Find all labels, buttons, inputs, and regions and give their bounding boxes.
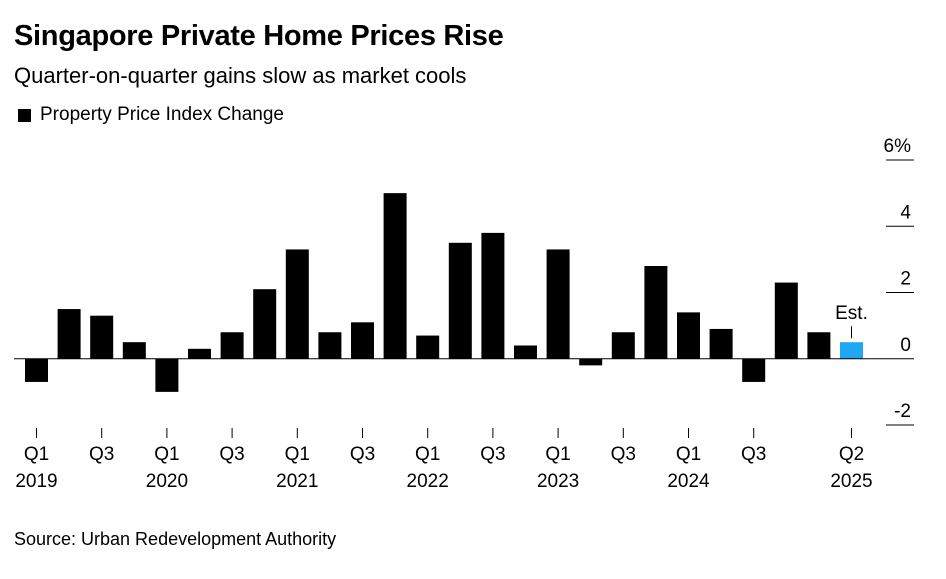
source-note: Source: Urban Redevelopment Authority [14,529,337,549]
bar [285,249,309,359]
y-tick-label: 0 [900,335,911,356]
x-tick-label-quarter: Q2 [839,444,864,465]
x-tick-label-quarter: Q1 [415,444,440,465]
bar [546,249,570,359]
x-tick-label-quarter: Q1 [676,444,701,465]
bar [644,266,668,359]
bar [90,315,114,359]
bar [155,358,179,392]
x-tick-label-year: 2022 [407,471,449,492]
bar [318,332,342,359]
bar [188,348,211,359]
y-tick-label: 4 [900,202,911,223]
bar [253,289,277,359]
bar [611,332,635,359]
bar [742,358,766,382]
x-tick-label-quarter: Q3 [350,444,375,465]
x-tick-label-quarter: Q3 [219,444,244,465]
legend-label: Property Price Index Change [40,104,284,125]
x-tick-label-quarter: Q1 [24,444,49,465]
bar [677,312,700,359]
bar [383,193,407,359]
x-tick-label-year: 2023 [537,471,579,492]
x-tick-label-year: 2024 [667,471,710,492]
x-tick-label-quarter: Q1 [154,444,179,465]
bar [579,358,603,366]
x-tick-label-quarter: Q3 [741,444,766,465]
bar [448,242,472,359]
x-tick-label-quarter: Q3 [611,444,636,465]
bar [514,345,537,359]
bar [220,332,244,359]
bar [416,335,440,359]
chart-title: Singapore Private Home Prices Rise [14,20,504,52]
bar [351,322,374,359]
y-tick-label: 2 [900,269,911,290]
bar [122,342,146,359]
x-tick-label-year: 2021 [276,471,318,492]
bar [481,232,505,359]
x-tick-label-quarter: Q3 [89,444,114,465]
x-tick-label-year: 2025 [830,471,872,492]
x-tick-label-quarter: Q3 [480,444,505,465]
y-tick-label: -2 [894,401,911,422]
legend: Property Price Index Change [18,104,284,126]
x-tick-label-year: 2019 [15,471,57,492]
y-tick-label: 6% [884,136,912,157]
legend-swatch [18,108,31,122]
bar [57,309,81,359]
x-tick-label-quarter: Q1 [545,444,570,465]
x-tick-label-quarter: Q1 [285,444,310,465]
chart-subtitle: Quarter-on-quarter gains slow as market … [14,63,467,88]
bar [25,358,48,382]
bar [807,332,831,359]
estimate-bar [840,342,863,359]
x-tick-label-year: 2020 [146,471,188,492]
bar [774,282,798,359]
estimate-label: Est. [835,303,868,324]
bar [709,328,733,359]
